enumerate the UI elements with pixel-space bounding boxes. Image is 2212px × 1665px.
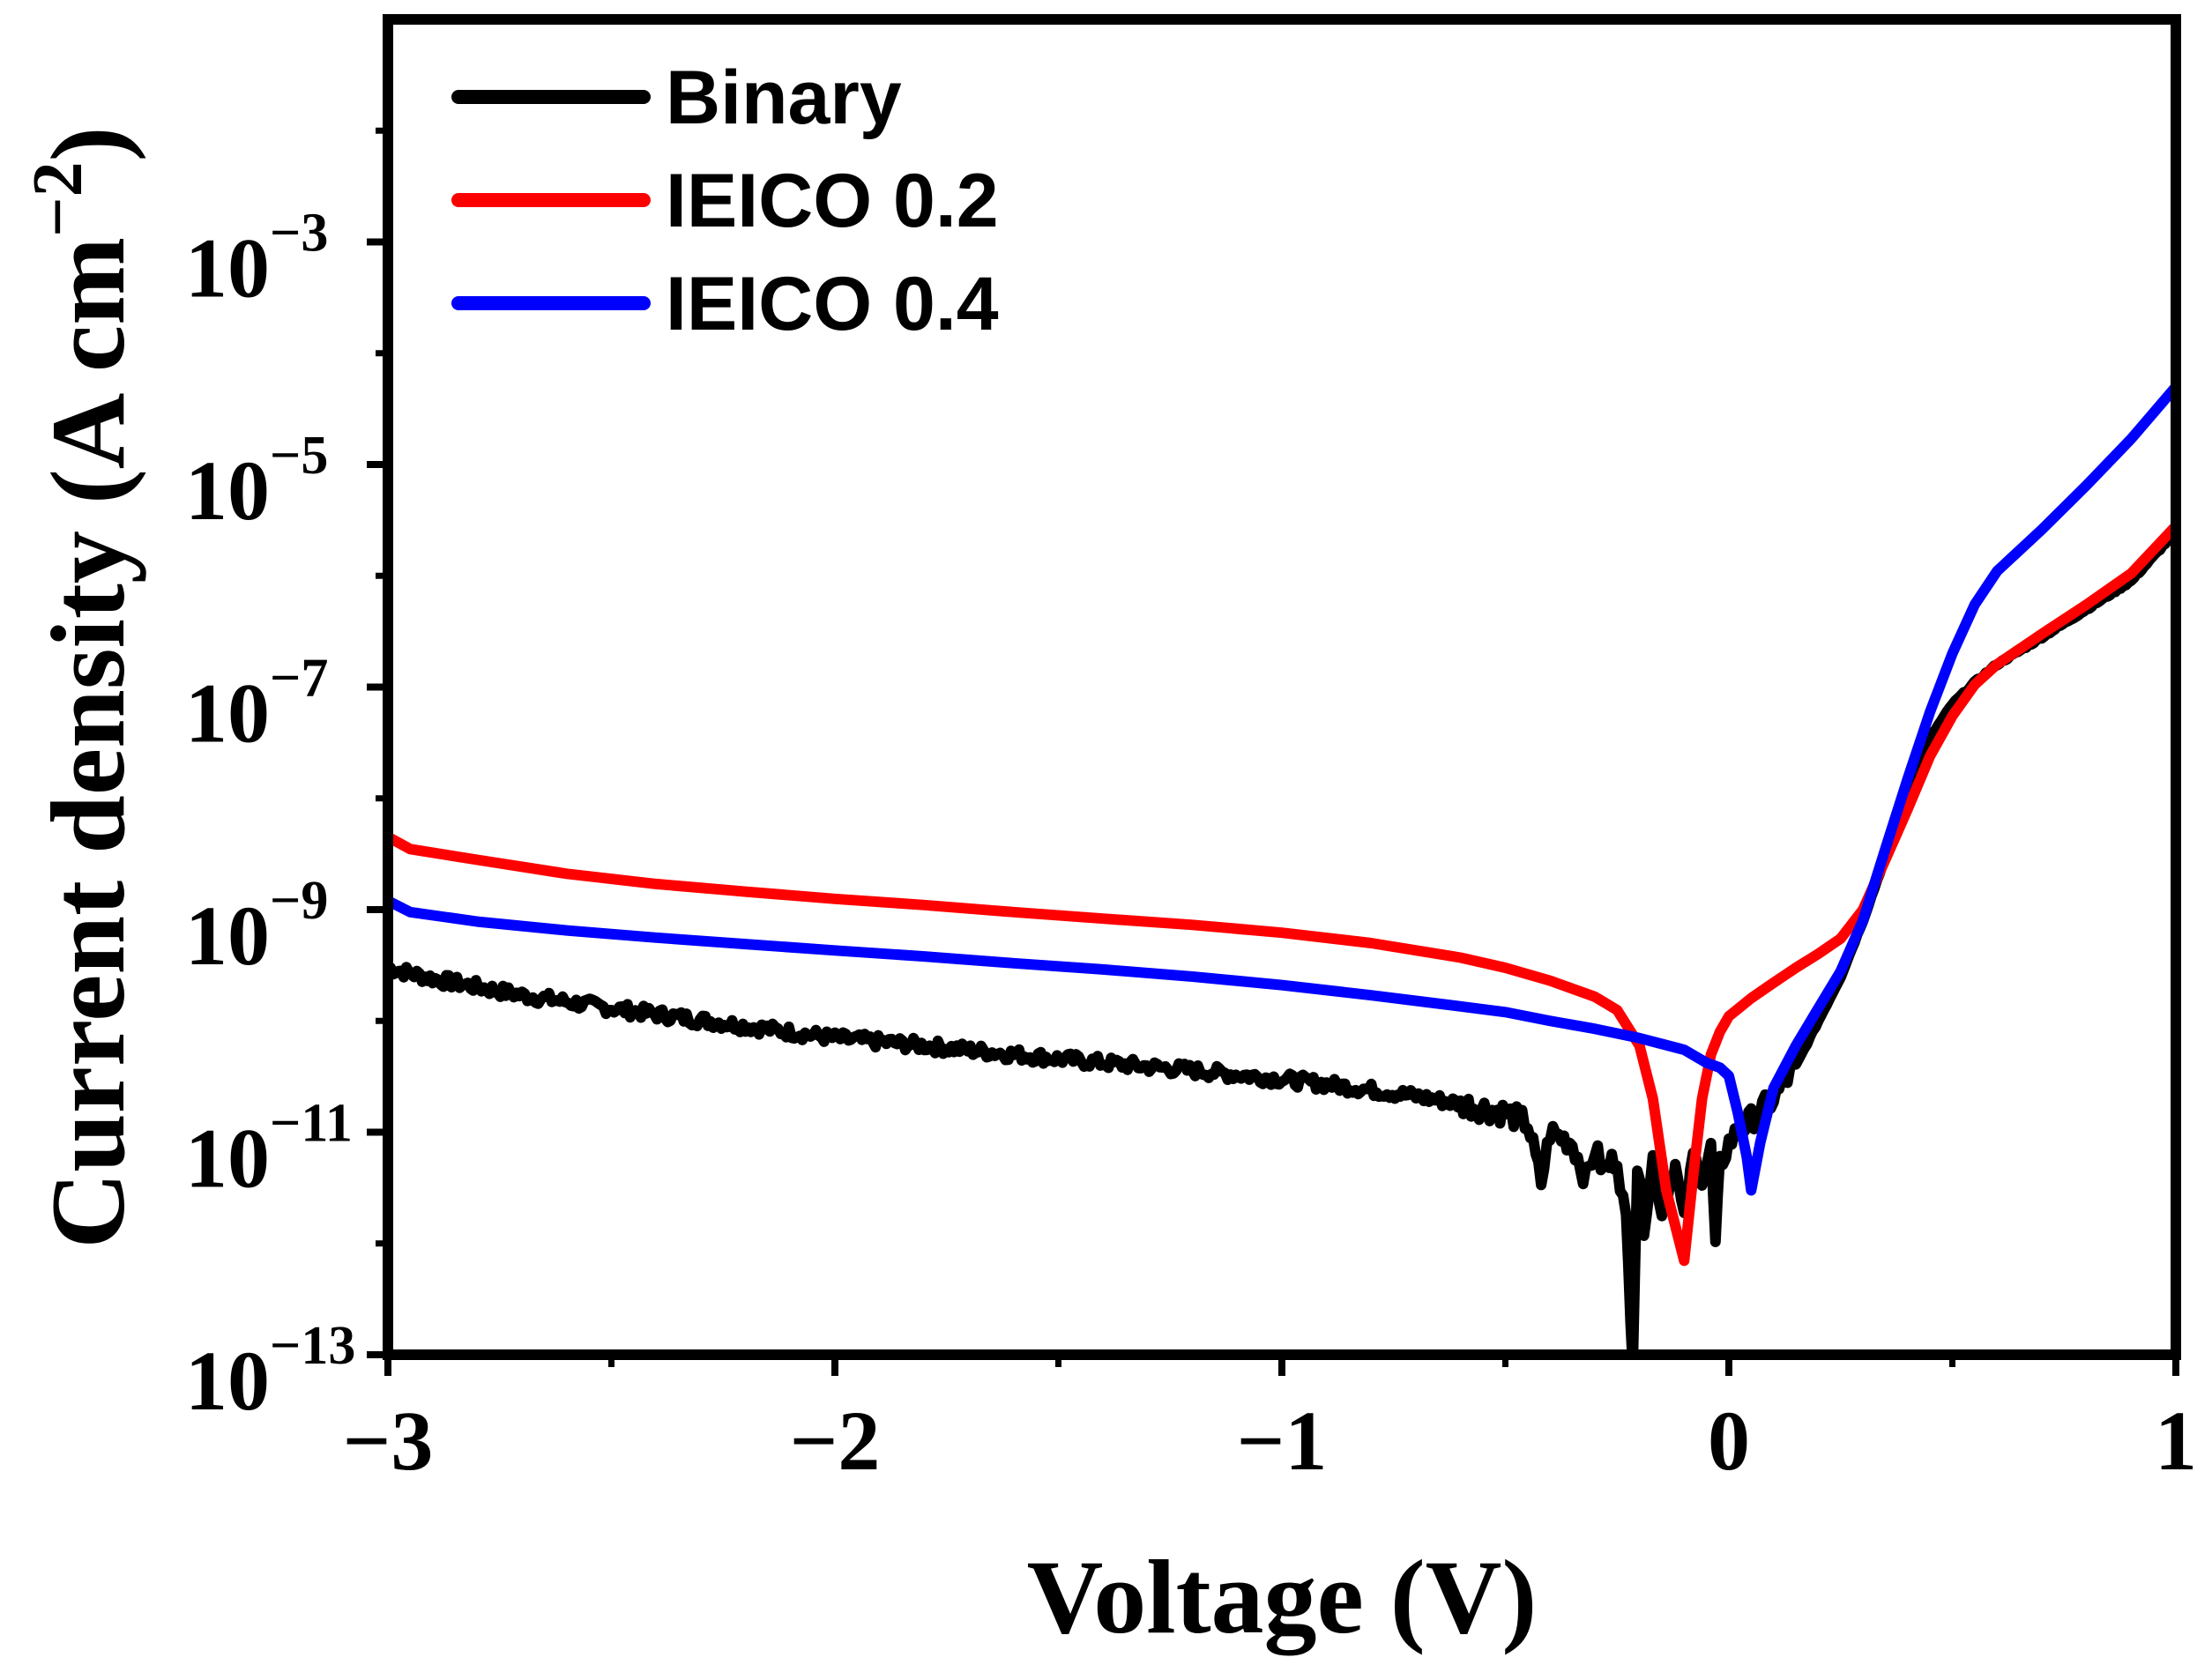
y-tick-label: 10−5 — [185, 426, 328, 538]
series-line-ieico-0-4 — [388, 381, 2176, 1196]
series-layer — [388, 381, 2176, 1355]
y-tick-label: 10−3 — [185, 204, 328, 316]
tick-layer: −3 −2 −1 0 1 10−13 10−11 10−9 10−7 10−5 10−3 — [185, 127, 2197, 1488]
x-tick-label: 0 — [1708, 1394, 1750, 1488]
y-axis-label-close: ) — [29, 126, 146, 161]
legend-label-binary: Binary — [666, 56, 902, 140]
x-tick-label: −2 — [790, 1394, 881, 1488]
plot-frame — [383, 14, 2181, 1360]
x-tick-label: −1 — [1237, 1394, 1328, 1488]
x-tick-label: 1 — [2155, 1394, 2197, 1488]
series-line-ieico-0-2 — [388, 520, 2176, 1267]
y-axis-label-main: Current density (A cm — [29, 237, 146, 1249]
y-tick-label: 10−13 — [185, 1316, 355, 1428]
x-axis-label: Voltage (V) — [1027, 1538, 1538, 1656]
y-axis-label-exponent: −2 — [19, 161, 97, 237]
y-tick-label: 10−7 — [185, 649, 328, 761]
y-tick-label: 10−9 — [185, 871, 328, 983]
legend-label-ieico-0-2: IEICO 0.2 — [666, 159, 999, 243]
series-line-binary — [388, 526, 2176, 1355]
legend: Binary IEICO 0.2 IEICO 0.4 — [451, 56, 999, 346]
y-axis-label: Current density (A cm−2) — [19, 126, 146, 1248]
x-tick-label: −3 — [343, 1394, 434, 1488]
y-tick-label: 10−11 — [185, 1094, 353, 1206]
legend-label-ieico-0-4: IEICO 0.4 — [666, 262, 999, 346]
